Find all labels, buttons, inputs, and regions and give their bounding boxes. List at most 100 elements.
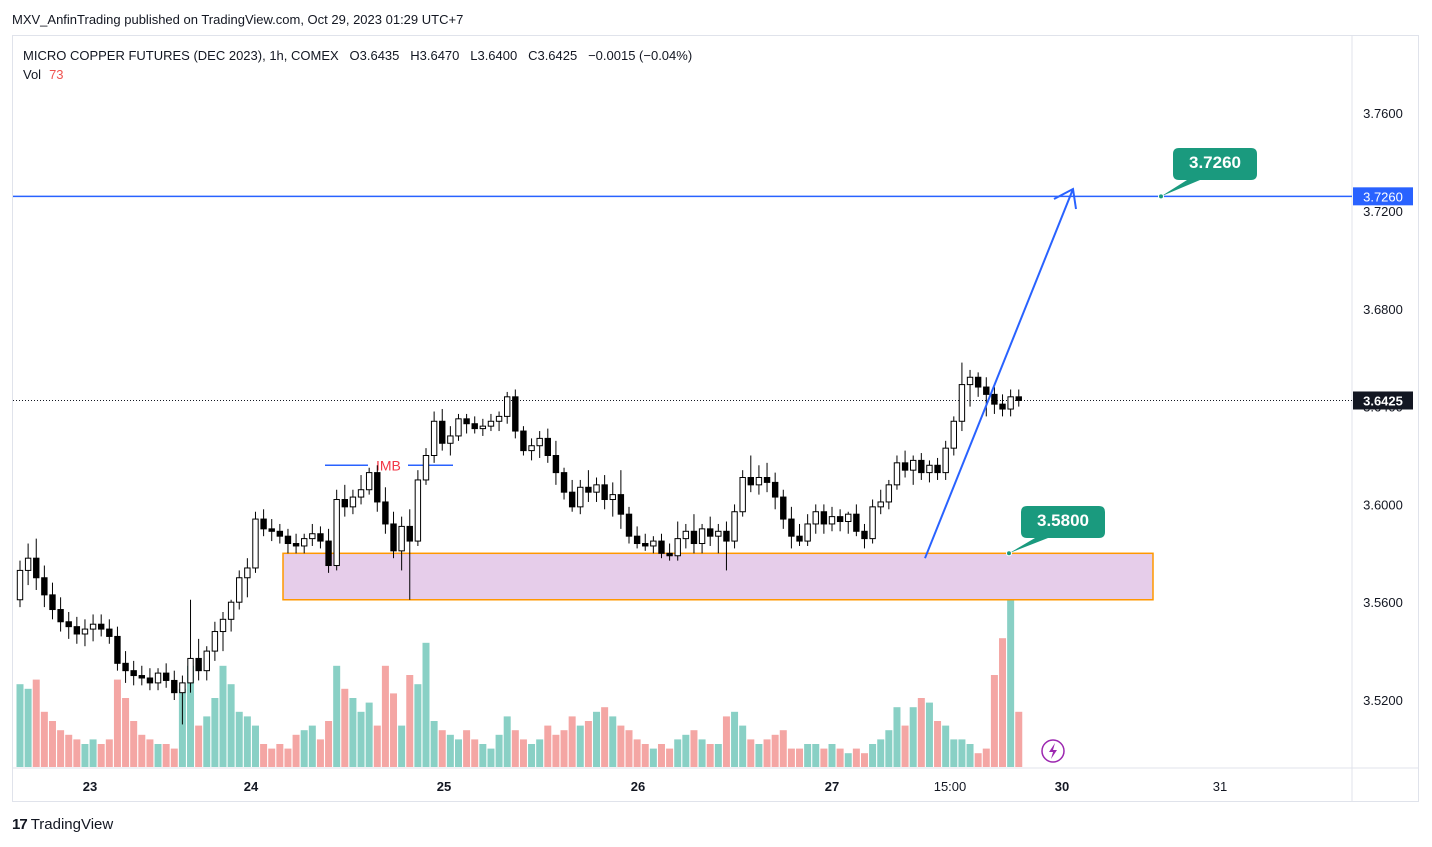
candle-body (252, 518, 259, 569)
candle-body (260, 518, 267, 530)
last-price-label-text: 3.6425 (1363, 393, 1403, 408)
volume-bar (877, 739, 885, 767)
volume-bar (292, 734, 300, 767)
candle-body (276, 530, 284, 537)
volume-bar (454, 739, 462, 767)
volume-bar (860, 753, 868, 767)
candle-body (763, 477, 771, 483)
candle-body (666, 552, 673, 557)
candle-body (601, 484, 608, 501)
volume-bar (568, 716, 576, 767)
candle-body (236, 577, 243, 603)
volume-bar (438, 730, 446, 767)
candle-body (57, 609, 64, 623)
volume-bar (804, 744, 812, 767)
volume-bar (934, 721, 942, 767)
candle-body (926, 464, 933, 474)
volume-bar (373, 725, 381, 767)
legend-close: C3.6425 (528, 48, 578, 63)
volume-bar (195, 725, 203, 767)
candle-body (430, 420, 438, 456)
volume-bar (958, 739, 966, 767)
candle-body (422, 455, 430, 481)
candle-body (747, 477, 754, 486)
candle-body (122, 662, 129, 672)
candle-body (593, 484, 600, 493)
target-callout-shape (1161, 148, 1257, 197)
volume-bar (243, 716, 251, 767)
candle-body (560, 472, 568, 493)
time-tick-label: 25 (437, 779, 451, 794)
volume-bar (219, 665, 227, 767)
candle-body (552, 455, 560, 474)
legend-vol-label[interactable]: Vol (23, 67, 42, 82)
support-zone[interactable] (282, 552, 1154, 601)
volume-bar (463, 730, 471, 767)
target-callout[interactable]: 3.7260 (1158, 148, 1258, 200)
volume-bar (390, 693, 398, 767)
candle-body (983, 386, 990, 395)
candle-body (536, 437, 543, 447)
volume-bar (714, 744, 722, 767)
time-tick-label: 15:00 (934, 779, 967, 794)
tradingview-name: TradingView (30, 816, 114, 833)
legend-low: L3.6400 (470, 48, 518, 63)
candle-body (731, 511, 738, 542)
candle-body (1007, 396, 1014, 410)
volume-bar (154, 744, 162, 767)
candle-body (114, 635, 121, 664)
volume-bar (674, 739, 682, 767)
candle-body (495, 415, 503, 422)
flash-icon[interactable] (1041, 739, 1065, 763)
candle-body (633, 535, 641, 545)
volume-bar (787, 748, 795, 767)
candle-body (804, 523, 811, 542)
volume-bar (869, 744, 877, 767)
volume-bar (89, 739, 97, 767)
candle-body (966, 376, 974, 386)
support-callout-shape (1009, 506, 1105, 554)
volume-bar (365, 702, 373, 767)
volume-bar (187, 665, 195, 767)
volume-bar (300, 730, 308, 767)
volume-bar (893, 707, 901, 767)
candle-body (154, 672, 162, 684)
time-tick-label: 23 (83, 779, 97, 794)
volume-bar (251, 725, 259, 767)
candle-body (950, 420, 957, 449)
time-axis[interactable]: 23 24 25 26 27 15:00 30 31 (83, 779, 1227, 794)
tradingview-logo[interactable]: 17 TradingView (12, 816, 113, 833)
volume-bar (268, 748, 276, 767)
candle-body (642, 543, 649, 547)
legend-symbol[interactable]: MICRO COPPER FUTURES (DEC 2023), 1h, COM… (23, 48, 339, 63)
candle-body (33, 557, 40, 579)
volume-bar (341, 688, 349, 767)
publisher-line: MXV_AnfinTrading published on TradingVie… (12, 12, 464, 27)
support-callout[interactable]: 3.5800 (1006, 506, 1106, 557)
candle-body (301, 538, 308, 547)
volume-bar (836, 748, 844, 767)
price-tick-label: 3.5200 (1363, 693, 1403, 708)
candle-body (609, 494, 616, 501)
volume-bar (284, 748, 292, 767)
candle-body (439, 420, 446, 444)
candle-body (89, 623, 97, 630)
volume-bar (584, 721, 592, 767)
candle-body (41, 577, 48, 596)
volume-bar (357, 711, 365, 767)
volume-bar (828, 744, 836, 767)
volume-bar (966, 744, 974, 767)
candle-body (374, 472, 381, 503)
candle-body (292, 543, 300, 547)
volume-bar (536, 739, 544, 767)
candle-body (349, 496, 357, 508)
chart-legend: MICRO COPPER FUTURES (DEC 2023), 1h, COM… (23, 46, 692, 84)
candle-body (674, 538, 681, 557)
volume-bars (16, 583, 1023, 767)
candle-body (268, 528, 275, 532)
volume-bar (48, 721, 56, 767)
volume-bar (235, 711, 243, 767)
projection-arrow[interactable] (924, 187, 1077, 559)
volume-bar (422, 642, 430, 767)
